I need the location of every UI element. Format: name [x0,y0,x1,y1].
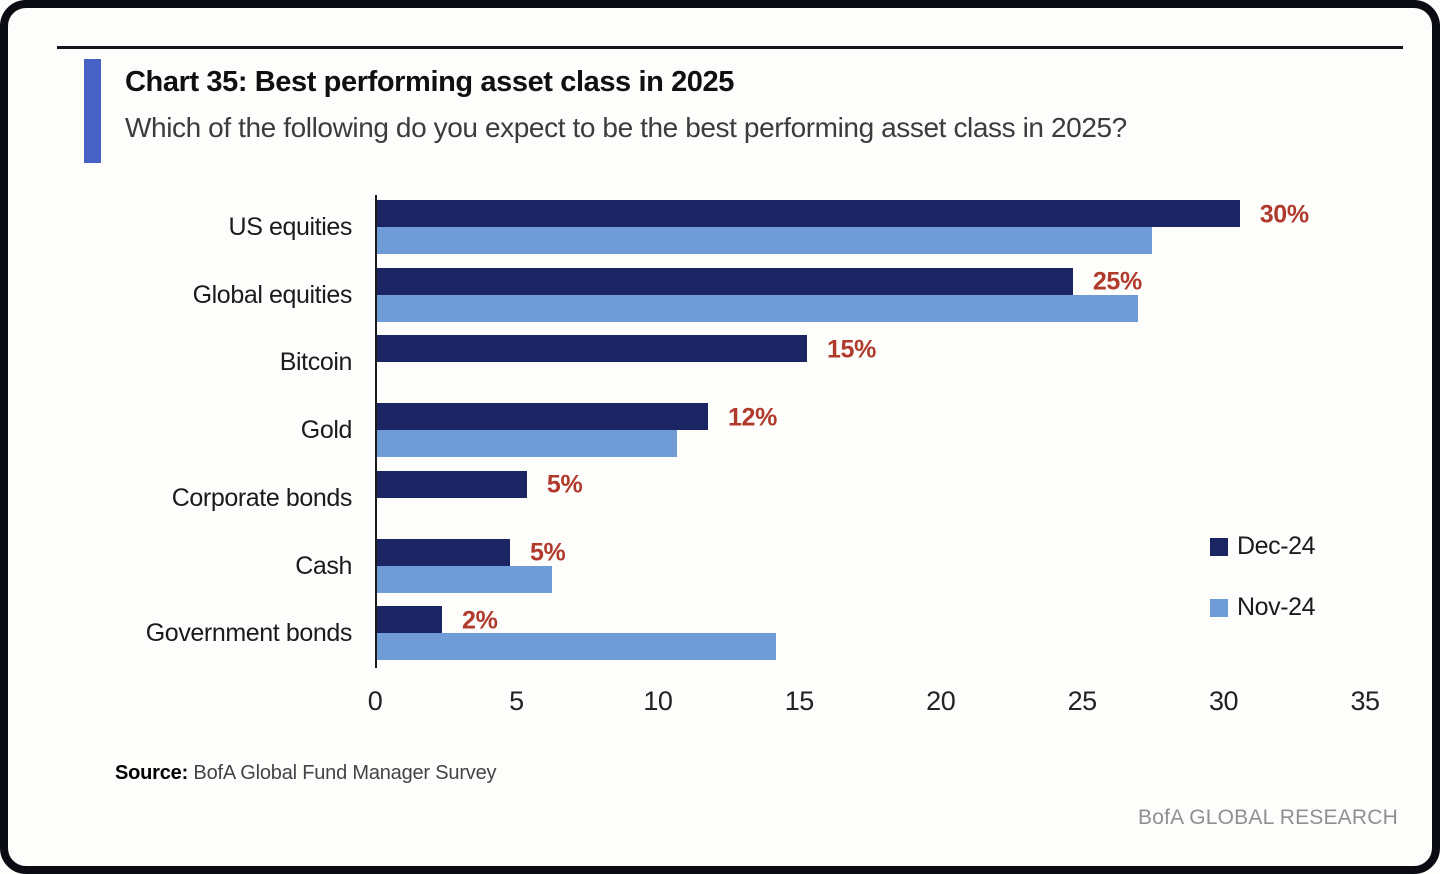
plot-area: 30% 25% 15% 12% 5% 5% 2% [375,195,1365,668]
category-label: Bitcoin [279,348,353,377]
x-axis-tick-label: 15 [784,686,815,716]
x-axis-tick-label: 30 [1209,686,1239,716]
title-accent-bar [84,59,101,163]
category-label: Gold [300,416,353,445]
bar-dec-24-bitcoin [377,335,807,363]
bar-nov-24-government-bonds [377,633,776,661]
category-label: Global equities [192,280,353,309]
source-label: Source: [115,762,189,784]
data-label: 25% [1092,267,1142,296]
legend-swatch-dec-24 [1210,537,1228,556]
header-divider-line [57,46,1403,49]
chart-title: Chart 35: Best performing asset class in… [125,66,734,98]
data-label: 5% [546,470,583,499]
bar-nov-24-us-equities [377,227,1153,254]
x-axis-ticks: 0 5 10 15 20 25 30 35 [368,686,1380,726]
category-label: Corporate bonds [171,483,353,512]
bar-dec-24-corporate-bonds [377,470,527,498]
legend-label: Dec-24 [1237,532,1316,560]
x-axis-tick-label: 5 [509,686,524,716]
source-line: Source: BofA Global Fund Manager Survey [115,762,497,785]
bar-dec-24-us-equities [377,200,1240,227]
x-axis-tick-label: 0 [367,686,383,716]
data-label: 30% [1259,200,1309,228]
category-label: Government bonds [145,619,353,648]
legend-swatch-nov-24 [1210,598,1228,617]
branding-text: BofA GLOBAL RESEARCH [1138,806,1398,829]
data-label: 15% [826,335,877,364]
bar-dec-24-gold [377,403,708,431]
category-label: Cash [295,551,352,580]
bar-nov-24-global-equities [377,294,1138,322]
legend-label: Nov-24 [1237,593,1316,621]
x-axis-tick-label: 35 [1350,686,1380,716]
bar-dec-24-global-equities [377,267,1073,295]
bar-nov-24-gold [377,430,677,458]
data-label: 5% [529,538,566,567]
legend-item-nov-24: Nov-24 [1210,593,1316,622]
legend: Dec-24 Nov-24 [1210,532,1316,622]
category-labels: US equities Global equities Bitcoin Gold Cor… [0,195,353,668]
data-label: 2% [462,606,498,635]
source-text: BofA Global Fund Manager Survey [188,762,497,784]
bar-nov-24-cash [377,565,553,593]
data-label: 12% [727,403,778,432]
bar-dec-24-government-bonds [377,606,443,634]
x-axis-tick-label: 20 [926,686,956,716]
bar-dec-24-cash [377,538,510,566]
x-axis-tick-label: 10 [643,686,673,716]
category-label: US equities [228,213,353,241]
legend-item-dec-24: Dec-24 [1210,532,1316,561]
x-axis-tick-label: 25 [1067,686,1098,716]
chart-subtitle: Which of the following do you expect to … [125,112,1127,143]
